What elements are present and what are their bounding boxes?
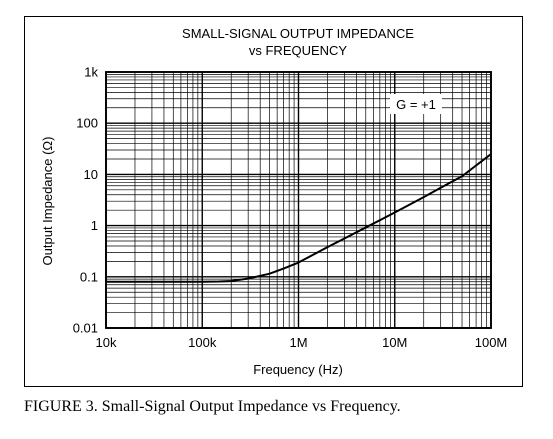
plot-border <box>105 71 492 329</box>
y-tick-label: 10 <box>84 167 98 182</box>
series-line <box>106 153 492 283</box>
chart-title: SMALL-SIGNAL OUTPUT IMPEDANCE <box>182 26 414 41</box>
chart-subtitle: vs FREQUENCY <box>249 43 348 58</box>
x-tick-labels: 10k 100k 1M 10M 100M <box>96 335 508 350</box>
series-layer <box>106 153 492 283</box>
grid <box>105 71 492 329</box>
y-axis-label: Output Impedance (Ω) <box>40 137 55 266</box>
x-tick-label: 10M <box>382 335 407 350</box>
y-tick-label: 1k <box>84 65 98 80</box>
y-tick-label: 0.01 <box>73 321 98 336</box>
x-tick-label: 10k <box>96 335 117 350</box>
x-axis-label: Frequency (Hz) <box>253 362 343 377</box>
y-tick-label: 1 <box>91 218 98 233</box>
y-tick-label: 100 <box>76 116 98 131</box>
annotation-background <box>390 94 442 114</box>
x-tick-label: 100k <box>188 335 217 350</box>
x-tick-label: 1M <box>289 335 307 350</box>
x-tick-label: 100M <box>475 335 508 350</box>
chart: SMALL-SIGNAL OUTPUT IMPEDANCE vs FREQUEN… <box>40 26 508 377</box>
gain-annotation: G = +1 <box>396 97 436 112</box>
figure-caption: FIGURE 3. Small-Signal Output Impedance … <box>24 398 401 415</box>
y-tick-label: 0.1 <box>80 269 98 284</box>
chart-frame: SMALL-SIGNAL OUTPUT IMPEDANCE vs FREQUEN… <box>24 16 523 387</box>
y-tick-labels: 0.01 0.1 1 10 100 1k <box>73 65 99 336</box>
